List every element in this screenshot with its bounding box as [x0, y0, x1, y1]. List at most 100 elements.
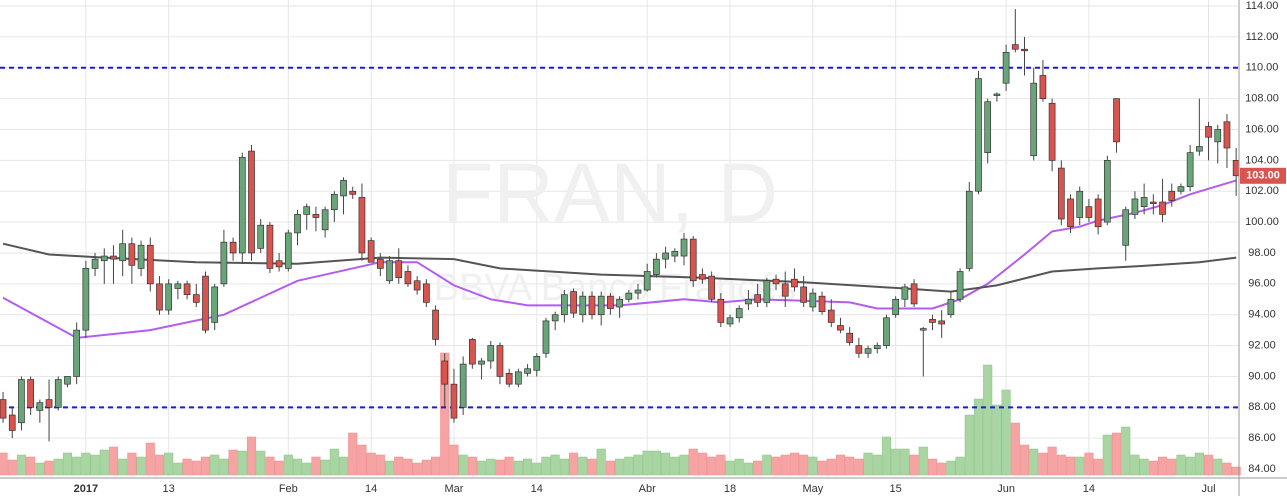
y-tick-label: 108.00: [1245, 93, 1279, 105]
volume-bar: [35, 462, 45, 476]
candle-body: [487, 345, 495, 362]
volume-bar: [1075, 456, 1085, 476]
volume-bar: [1001, 389, 1011, 476]
volume-bar: [403, 458, 413, 476]
candle-body: [202, 275, 209, 331]
candle-body: [993, 93, 1001, 96]
candle-body: [616, 298, 623, 308]
candle-body: [137, 244, 145, 269]
y-tick-label: 102.00: [1245, 185, 1279, 197]
volume-bar: [154, 454, 165, 476]
volume-bar: [72, 456, 82, 476]
candle-body: [956, 271, 964, 300]
candle-body: [248, 150, 255, 254]
volume-bar: [265, 456, 275, 476]
candle-body: [64, 376, 71, 385]
candle-body: [1103, 160, 1111, 223]
candle-body: [653, 258, 660, 275]
volume-bar: [191, 460, 201, 476]
volume-bar: [256, 450, 266, 476]
volume-bar: [90, 454, 100, 476]
volume-bar: [1084, 452, 1094, 476]
volume-bar: [1038, 452, 1048, 476]
volume-bar: [108, 446, 119, 476]
volume-bar: [164, 452, 174, 476]
volume-bar: [440, 352, 450, 476]
x-tick-label: 14: [531, 483, 543, 495]
candle-body: [1131, 198, 1139, 215]
last-price-label: 103.00: [1246, 170, 1280, 182]
candle-body: [717, 298, 725, 323]
candle-body: [229, 241, 237, 254]
candle-body: [689, 238, 697, 282]
candle-body: [119, 243, 127, 262]
volume-bar: [200, 456, 211, 476]
watermark-subtitle: BBVA Banco Francés: [434, 267, 797, 309]
candle-body: [275, 260, 283, 268]
candle-body: [781, 283, 789, 297]
volume-bar: [881, 436, 892, 476]
candle-body: [837, 325, 844, 331]
candle-body: [515, 371, 522, 385]
volume-bar: [366, 452, 376, 476]
candle-body: [469, 339, 476, 365]
candle-body: [818, 295, 826, 312]
volume-bar: [541, 456, 551, 476]
candle-body: [1214, 129, 1222, 143]
volume-bar: [16, 454, 26, 476]
candle-body: [1030, 82, 1038, 157]
candle-body: [533, 356, 541, 371]
candle-body: [791, 278, 798, 288]
candle-body: [165, 283, 173, 311]
candle-body: [551, 314, 559, 322]
volume-bar: [449, 444, 459, 476]
candle-body: [864, 348, 872, 354]
volume-bar: [182, 458, 192, 476]
volume-bar: [670, 456, 680, 476]
volume-bar: [283, 454, 293, 476]
candle-body: [91, 258, 99, 269]
volume-bar: [1167, 458, 1177, 476]
candle-body: [919, 328, 927, 331]
x-tick-label: 2017: [74, 483, 98, 495]
watermark: FRAN, D: [442, 146, 778, 240]
candle-body: [855, 345, 863, 354]
candle-body: [745, 298, 752, 305]
volume-bar: [569, 452, 579, 476]
y-tick-label: 98.00: [1248, 247, 1276, 259]
candle-body: [1002, 51, 1010, 84]
volume-bar: [412, 462, 422, 476]
candle-body: [570, 291, 577, 314]
volume-bar: [1111, 432, 1122, 476]
candle-body: [634, 289, 642, 294]
candle-body: [763, 280, 771, 303]
candle-body: [413, 280, 421, 291]
candle-body: [975, 78, 982, 192]
candle-body: [542, 320, 550, 354]
volume-bar: [228, 449, 238, 476]
volume-bar: [136, 456, 146, 476]
volume-bar: [826, 458, 836, 476]
volume-bar: [992, 404, 1002, 476]
volume-bar: [1047, 446, 1057, 476]
volume-bar: [817, 460, 827, 476]
x-tick-label: 18: [724, 483, 736, 495]
volume-bar: [338, 456, 349, 476]
y-tick-label: 114.00: [1246, 0, 1279, 12]
volume-bar: [1065, 456, 1076, 476]
candle-body: [441, 360, 449, 385]
volume-bar: [624, 456, 634, 476]
candle-body: [1039, 75, 1047, 99]
candle-body: [1223, 121, 1231, 149]
volume-bar: [697, 452, 707, 476]
candle-body: [1186, 152, 1194, 187]
candle-body: [726, 317, 734, 325]
y-tick-label: 110.00: [1246, 62, 1279, 74]
candle-body: [36, 402, 44, 411]
volume-bar: [53, 458, 63, 476]
volume-bar: [384, 460, 395, 476]
candle-body: [450, 383, 458, 419]
candle-body: [1057, 167, 1065, 220]
volume-bar: [292, 458, 303, 476]
volume-bar: [421, 459, 431, 476]
